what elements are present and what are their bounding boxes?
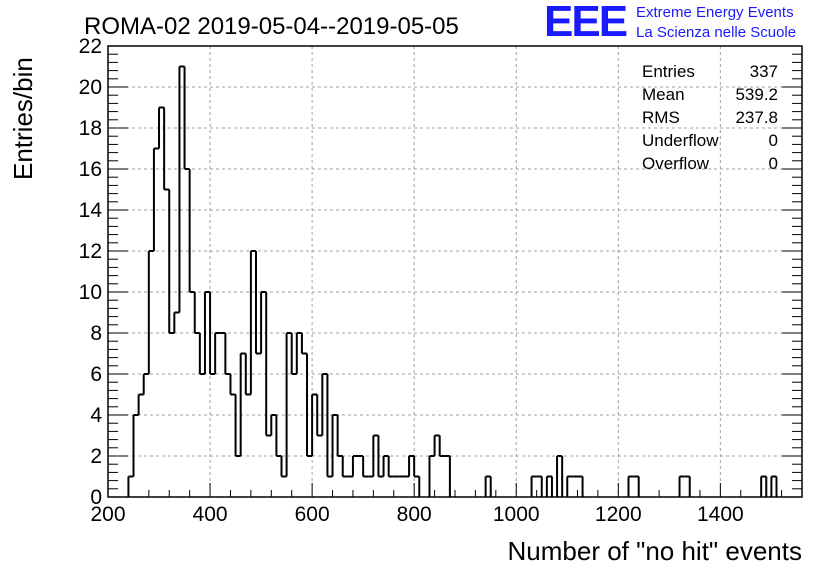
y-tick-label: 20 bbox=[79, 76, 102, 99]
y-tick-label: 0 bbox=[90, 486, 102, 509]
y-tick-label: 18 bbox=[79, 117, 102, 140]
plot-frame bbox=[107, 45, 803, 498]
x-axis-label: Number of "no hit" events bbox=[508, 536, 803, 566]
y-axis-label: Entries/bin bbox=[8, 57, 38, 180]
x-tick-label: 400 bbox=[193, 503, 228, 526]
y-tick-label: 10 bbox=[79, 281, 102, 304]
y-tick-label: 4 bbox=[90, 404, 102, 427]
logo-mark: EEE bbox=[544, 0, 628, 46]
grid-lines bbox=[108, 46, 802, 497]
stat-label: Mean bbox=[642, 85, 685, 104]
x-tick-label: 1400 bbox=[697, 503, 744, 526]
stat-label: RMS bbox=[642, 108, 680, 127]
stat-value: 337 bbox=[750, 62, 778, 81]
y-tick-label: 2 bbox=[90, 445, 102, 468]
y-tick-label: 22 bbox=[79, 35, 102, 58]
logo-line1: Extreme Energy Events bbox=[636, 4, 794, 21]
stat-label: Entries bbox=[642, 62, 695, 81]
x-tick-label: 1200 bbox=[595, 503, 642, 526]
axes: 200 400 600 800 1000 1200 14000246810121416182… bbox=[79, 35, 803, 526]
stat-label: Underflow bbox=[642, 131, 719, 150]
x-tick-label: 1000 bbox=[493, 503, 540, 526]
chart-title: ROMA-02 2019-05-04--2019-05-05 bbox=[84, 13, 459, 40]
eee-logo: EEE Extreme Energy Events La Scienza nel… bbox=[544, 0, 824, 46]
x-tick-label: 200 bbox=[90, 503, 125, 526]
stats-box: Entries 337 Mean 539.2 RMS 237.8 Underflow 0 Ove… bbox=[642, 62, 778, 173]
y-tick-label: 14 bbox=[79, 199, 103, 222]
stat-value: 0 bbox=[769, 154, 778, 173]
y-tick-label: 16 bbox=[79, 158, 102, 181]
x-tick-label: 600 bbox=[295, 503, 330, 526]
stat-label: Overflow bbox=[642, 154, 710, 173]
y-tick-label: 12 bbox=[79, 240, 102, 263]
stat-value: 237.8 bbox=[735, 108, 778, 127]
y-tick-label: 6 bbox=[90, 363, 102, 386]
y-tick-label: 8 bbox=[90, 322, 102, 345]
stat-value: 0 bbox=[769, 131, 778, 150]
x-tick-label: 800 bbox=[397, 503, 432, 526]
logo-line2: La Scienza nelle Scuole bbox=[636, 24, 797, 41]
stat-value: 539.2 bbox=[735, 85, 778, 104]
histogram-bars bbox=[127, 65, 778, 497]
